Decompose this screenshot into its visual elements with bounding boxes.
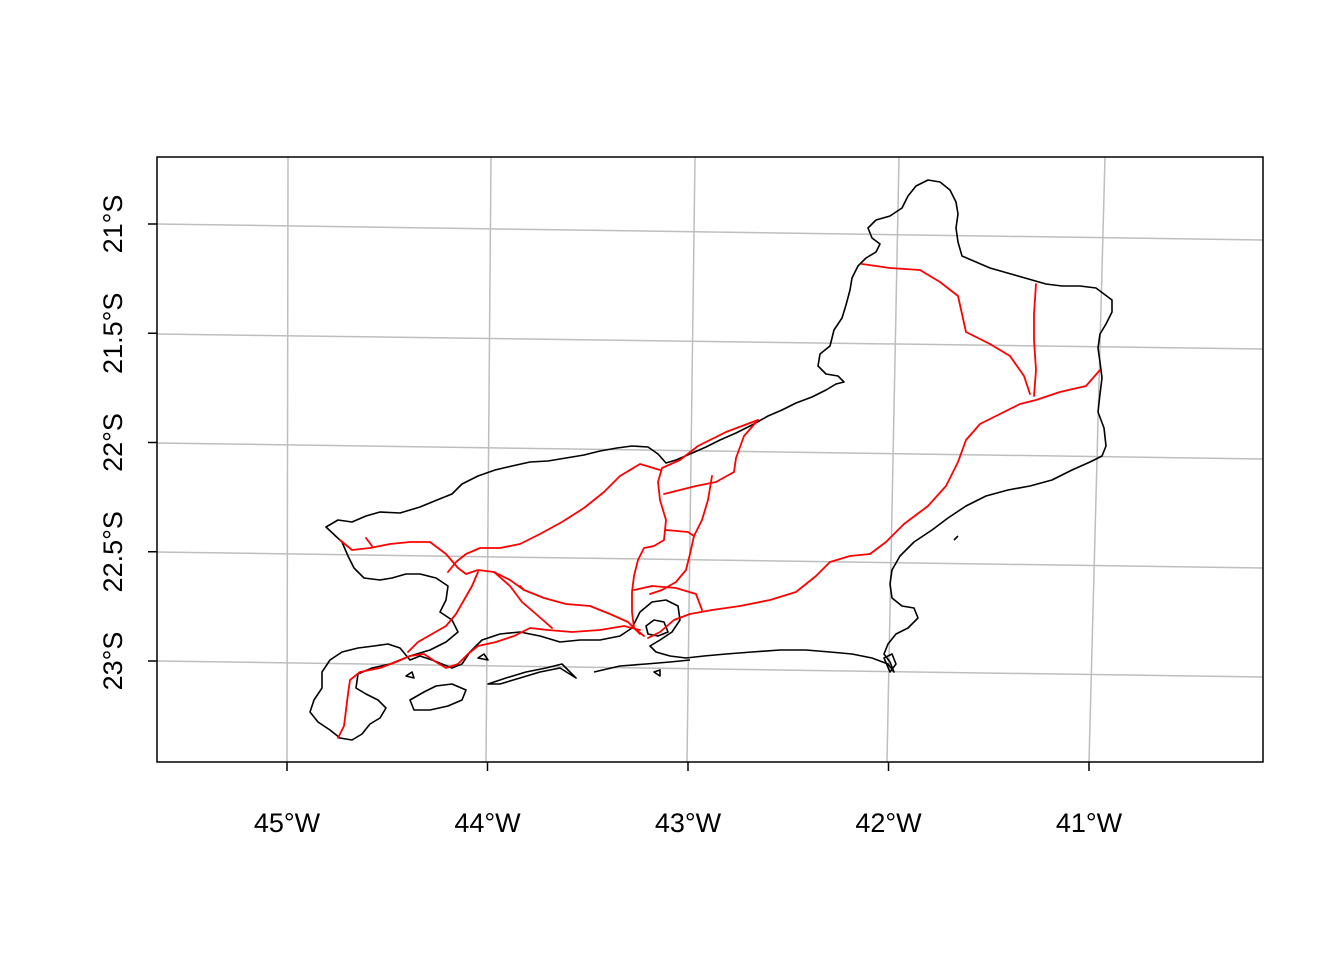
parallel-22s bbox=[156, 442, 1264, 460]
road-dutra bbox=[339, 539, 641, 635]
x-tick-label: 45°W bbox=[254, 808, 321, 838]
road-link-1 bbox=[665, 529, 695, 537]
meridian-44w bbox=[485, 156, 492, 763]
parallel-21-5s bbox=[156, 333, 1264, 350]
road-br116-south bbox=[447, 463, 661, 573]
parallel-21s bbox=[156, 223, 1264, 241]
road-br116-north bbox=[663, 419, 759, 495]
parallel-23s bbox=[156, 660, 1264, 678]
road-br101-south bbox=[647, 553, 871, 639]
small-island-1 bbox=[953, 535, 959, 541]
road-east-coast bbox=[869, 369, 1101, 555]
meridian-41w bbox=[1088, 156, 1106, 763]
guanabara-island bbox=[645, 619, 669, 637]
road-br465 bbox=[493, 571, 553, 629]
lagoon-shore bbox=[593, 659, 691, 673]
marambaia-sandbar bbox=[487, 663, 577, 685]
road-spur-2 bbox=[519, 585, 525, 591]
x-axis: 45°W 44°W 43°W 42°W 41°W bbox=[254, 762, 1123, 838]
small-island-4 bbox=[405, 671, 415, 679]
x-tick-label: 42°W bbox=[855, 808, 922, 838]
road-northeast bbox=[1033, 283, 1037, 397]
road-costa-verde bbox=[337, 625, 641, 739]
y-tick-label: 22.5°S bbox=[98, 511, 128, 592]
y-tick-label: 21°S bbox=[98, 195, 128, 254]
graticule-grid bbox=[156, 156, 1264, 763]
small-island-2 bbox=[477, 653, 489, 661]
road-spur-1 bbox=[365, 537, 373, 547]
road-link-2 bbox=[633, 585, 703, 611]
mainland-outline bbox=[309, 179, 1113, 741]
x-tick-label: 41°W bbox=[1056, 808, 1123, 838]
ilha-grande bbox=[409, 683, 467, 711]
y-tick-label: 23°S bbox=[98, 632, 128, 691]
y-tick-label: 22°S bbox=[98, 413, 128, 472]
y-axis: 21°S 21.5°S 22°S 22.5°S 23°S bbox=[98, 195, 157, 691]
road-teresopolis bbox=[631, 419, 759, 637]
x-tick-label: 43°W bbox=[655, 808, 722, 838]
meridian-43w bbox=[686, 156, 696, 763]
road-br393 bbox=[407, 571, 479, 653]
plot-frame bbox=[156, 156, 1264, 763]
road-network bbox=[337, 263, 1101, 739]
state-boundary bbox=[309, 179, 1113, 741]
x-tick-label: 44°W bbox=[454, 808, 521, 838]
small-island-3 bbox=[653, 669, 661, 677]
meridian-45w bbox=[286, 156, 289, 763]
y-tick-label: 21.5°S bbox=[98, 293, 128, 374]
road-north-loop bbox=[861, 263, 1031, 395]
parallel-22-5s bbox=[156, 551, 1264, 569]
cabo-frio-tip bbox=[883, 653, 897, 673]
